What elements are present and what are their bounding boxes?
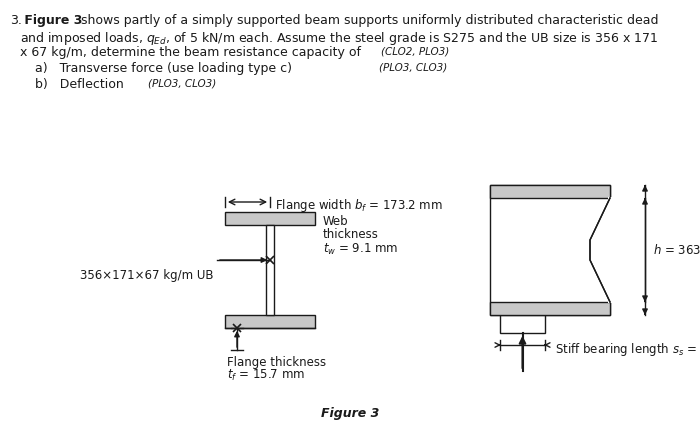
- Bar: [500, 315, 545, 333]
- Text: (PLO3, CLO3): (PLO3, CLO3): [148, 78, 216, 88]
- Bar: [490, 185, 610, 315]
- Text: shows partly of a simply supported beam supports uniformly distributed character: shows partly of a simply supported beam …: [77, 14, 659, 27]
- Bar: [266, 225, 274, 315]
- Text: (CLO2, PLO3): (CLO2, PLO3): [381, 46, 449, 56]
- Bar: [490, 185, 610, 198]
- Text: Web: Web: [323, 215, 349, 228]
- Text: 356×171×67 kg/m UB: 356×171×67 kg/m UB: [80, 269, 213, 282]
- Bar: [225, 315, 315, 328]
- Text: $t_f$ = 15.7 mm: $t_f$ = 15.7 mm: [227, 368, 305, 383]
- Text: Flange thickness: Flange thickness: [227, 356, 326, 369]
- Text: $t_w$ = 9.1 mm: $t_w$ = 9.1 mm: [323, 242, 398, 257]
- Text: a)   Transverse force (use loading type c): a) Transverse force (use loading type c): [35, 62, 296, 75]
- Text: 3.: 3.: [10, 14, 22, 27]
- Text: (PLO3, CLO3): (PLO3, CLO3): [379, 62, 447, 72]
- Bar: [608, 197, 612, 303]
- Text: thickness: thickness: [323, 228, 379, 241]
- Text: $h$ = 363.4 mm: $h$ = 363.4 mm: [653, 243, 700, 257]
- Text: x 67 kg/m, determine the beam resistance capacity of: x 67 kg/m, determine the beam resistance…: [20, 46, 365, 59]
- Text: Figure 3: Figure 3: [20, 14, 83, 27]
- Text: b)   Deflection: b) Deflection: [35, 78, 127, 91]
- Text: Figure 3: Figure 3: [321, 407, 379, 420]
- Bar: [225, 212, 315, 225]
- Bar: [490, 302, 610, 315]
- Text: Flange width $b_f$ = 173.2 mm: Flange width $b_f$ = 173.2 mm: [275, 197, 443, 214]
- Text: and imposed loads, $q_{Ed}$, of 5 kN/m each. Assume the steel grade is S275 and : and imposed loads, $q_{Ed}$, of 5 kN/m e…: [20, 30, 658, 47]
- Text: Stiff bearing length $s_s$ = 100 mm: Stiff bearing length $s_s$ = 100 mm: [555, 341, 700, 358]
